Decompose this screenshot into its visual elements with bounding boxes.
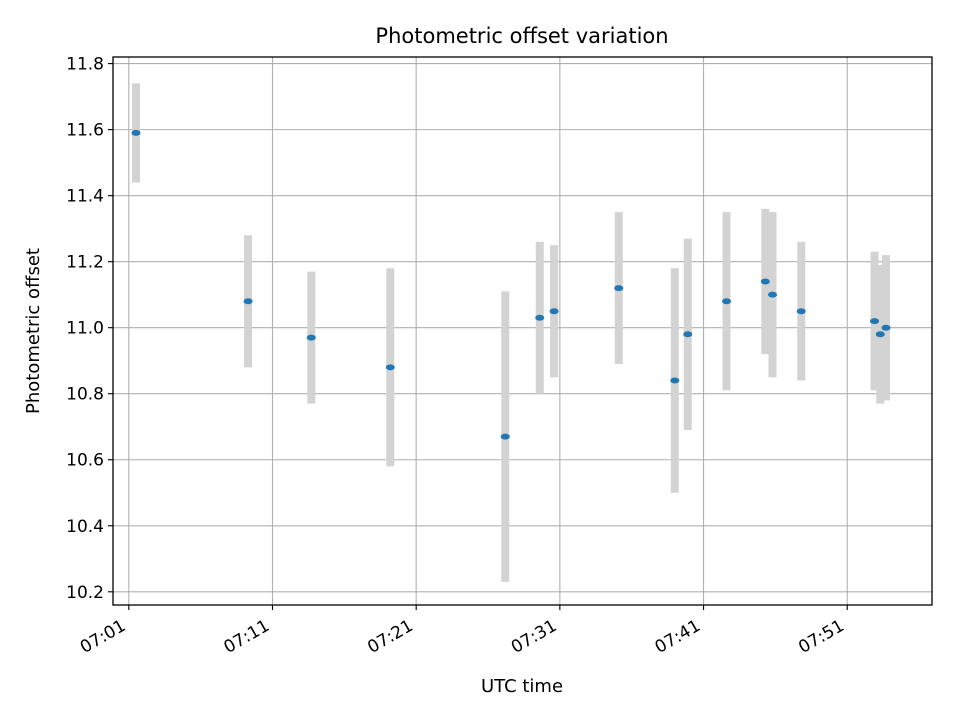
y-axis: 10.2 10.4 10.6 10.8 11.0 11.2 11.4 11.6 11.8 bbox=[66, 55, 113, 603]
data-points bbox=[131, 129, 891, 440]
data-point bbox=[549, 308, 559, 315]
data-point bbox=[535, 314, 545, 321]
data-point bbox=[243, 298, 253, 305]
data-point bbox=[306, 334, 316, 341]
data-point bbox=[614, 285, 624, 292]
plot-frame bbox=[112, 56, 933, 606]
y-tick-label: 10.2 bbox=[66, 583, 104, 603]
y-tick-label: 11.2 bbox=[66, 253, 104, 273]
data-point bbox=[881, 324, 891, 331]
data-point bbox=[683, 331, 693, 338]
y-tick-label: 11.6 bbox=[66, 121, 104, 141]
chart-title: Photometric offset variation bbox=[375, 24, 668, 48]
data-point bbox=[875, 331, 885, 338]
data-point bbox=[670, 377, 680, 384]
data-point bbox=[722, 298, 732, 305]
data-point bbox=[131, 129, 141, 136]
data-point bbox=[760, 278, 770, 285]
y-tick-label: 11.4 bbox=[66, 187, 104, 207]
data-point bbox=[796, 308, 806, 315]
data-point bbox=[870, 318, 880, 325]
data-point bbox=[768, 291, 778, 298]
y-tick-label: 11.0 bbox=[66, 319, 104, 339]
data-point bbox=[385, 364, 395, 371]
x-axis-label: UTC time bbox=[481, 676, 563, 697]
y-tick-label: 10.6 bbox=[66, 451, 104, 471]
y-tick-label: 10.4 bbox=[66, 517, 104, 537]
y-axis-label: Photometric offset bbox=[23, 248, 44, 414]
data-point bbox=[500, 433, 510, 440]
y-tick-label: 10.8 bbox=[66, 385, 104, 405]
y-tick-label: 11.8 bbox=[66, 55, 104, 75]
